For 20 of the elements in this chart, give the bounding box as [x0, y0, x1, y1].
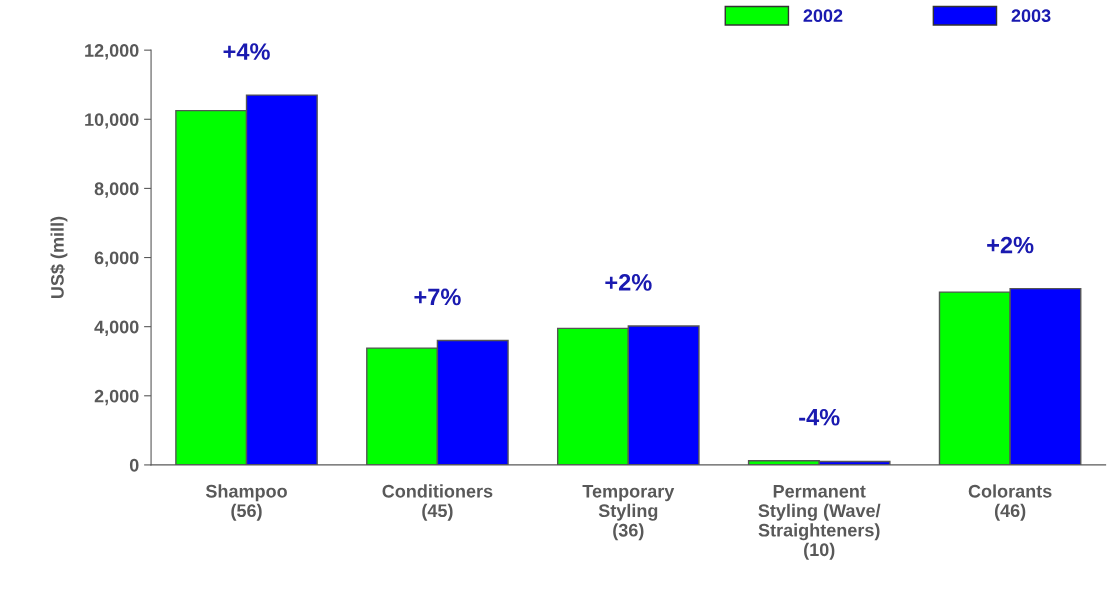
- y-tick-label: 10,000: [85, 113, 139, 129]
- x-tick-label: Colorants (46): [968, 484, 1052, 521]
- legend-label: 2003: [1011, 9, 1051, 23]
- y-tick-label: 2,000: [94, 389, 139, 406]
- y-tick-label: 0: [129, 458, 139, 472]
- y-axis-title: US$ (mill): [50, 216, 68, 299]
- y-tick-label: 4,000: [94, 320, 139, 336]
- annotation: +2%: [605, 274, 652, 291]
- legend-label: 2002: [803, 9, 843, 23]
- x-tick-label: Conditioners (45): [382, 484, 493, 521]
- annotation: +4%: [223, 43, 270, 60]
- y-tick-label: 8,000: [94, 182, 139, 198]
- y-tick-label: 6,000: [94, 251, 139, 267]
- y-tick-label: 12,000: [85, 44, 139, 60]
- annotation: +2%: [987, 236, 1034, 254]
- x-tick-label: Temporary Styling (36): [582, 485, 675, 541]
- annotation: -4%: [799, 408, 840, 426]
- annotation: +7%: [414, 288, 461, 306]
- x-tick-label: Shampoo (56): [205, 484, 287, 521]
- x-tick-label: Permanent Styling (Wave/ Straighteners) (10): [758, 485, 881, 560]
